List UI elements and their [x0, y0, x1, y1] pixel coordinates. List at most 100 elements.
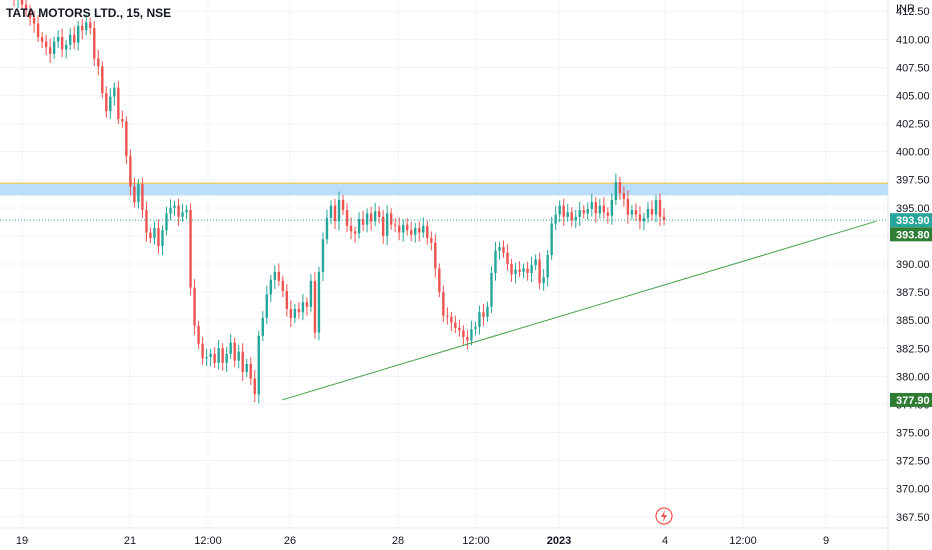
- candle-body-87: [353, 231, 357, 234]
- candle-body-89: [361, 219, 365, 225]
- candle-body-76: [309, 280, 313, 307]
- candle-body-104: [422, 225, 425, 233]
- candle-body-126: [510, 264, 513, 275]
- x-tick-9: 9: [823, 535, 829, 547]
- candle-body-113: [458, 328, 461, 331]
- candle-body-10: [44, 41, 48, 48]
- candle-body-93: [377, 211, 381, 217]
- trendline: [281, 220, 877, 401]
- y-tick-7: 385.00: [896, 315, 930, 327]
- candle-body-27: [113, 87, 116, 97]
- y-tick-17: 410.00: [896, 34, 930, 46]
- candle-body-107: [434, 242, 437, 269]
- candle-body-118: [478, 312, 481, 327]
- candle-body-133: [538, 259, 541, 284]
- candle-body-26: [109, 96, 112, 112]
- y-tick-3: 375.00: [896, 428, 930, 440]
- candle-body-115: [466, 337, 469, 341]
- candle-body-21: [89, 22, 92, 29]
- candle-body-141: [570, 212, 573, 221]
- x-tick-1: 21: [124, 535, 136, 547]
- candle-body-127: [514, 269, 517, 275]
- candle-body-28: [117, 87, 120, 120]
- candle-body-9: [40, 37, 44, 42]
- candle-body-152: [614, 181, 618, 200]
- candle-body-153: [618, 181, 622, 194]
- candle-body-35: [145, 210, 148, 233]
- candle-body-68: [277, 271, 281, 281]
- candle-body-144: [582, 210, 585, 214]
- candle-body-160: [646, 208, 650, 218]
- y-tick-15: 405.00: [896, 90, 930, 102]
- x-tick-0: 19: [16, 535, 28, 547]
- y-tick-1: 370.00: [896, 484, 930, 496]
- x-tick-6: 2023: [547, 535, 571, 547]
- candle-body-123: [498, 247, 501, 251]
- candle-body-131: [530, 265, 533, 273]
- candle-body-109: [442, 292, 445, 316]
- candle-body-103: [418, 228, 421, 233]
- candle-body-88: [357, 219, 361, 234]
- candle-body-50: [205, 357, 208, 359]
- candle-body-63: [257, 335, 260, 395]
- candle-body-129: [522, 268, 525, 272]
- candle-body-71: [289, 308, 293, 318]
- price-badge-line: [890, 227, 932, 242]
- y-tick-9: 390.00: [896, 259, 930, 271]
- candle-body-108: [438, 268, 441, 293]
- candle-body-53: [217, 348, 220, 363]
- candle-body-70: [285, 290, 289, 309]
- candle-body-48: [197, 325, 200, 344]
- candle-body-31: [129, 156, 132, 187]
- y-tick-2: 372.50: [896, 456, 930, 468]
- chart-title: TATA MOTORS LTD., 15, NSE: [6, 6, 172, 20]
- candle-body-148: [598, 205, 602, 214]
- y-tick-0: 367.50: [896, 512, 930, 524]
- candle-body-56: [229, 342, 232, 354]
- candle-body-15: [64, 44, 68, 50]
- candle-body-36: [149, 232, 152, 239]
- candle-body-155: [626, 198, 630, 215]
- y-tick-11: 395.00: [896, 203, 930, 215]
- x-tick-4: 28: [392, 535, 404, 547]
- candle-body-32: [133, 186, 136, 203]
- candle-body-72: [293, 308, 297, 318]
- candle-body-163: [658, 199, 662, 217]
- resistance-zone: [0, 183, 888, 196]
- candle-body-65: [265, 294, 268, 318]
- candle-body-19: [81, 25, 84, 31]
- candle-body-117: [474, 326, 477, 330]
- price-badge-trend: [890, 392, 932, 407]
- candle-body-83: [337, 199, 341, 222]
- candle-body-145: [586, 208, 589, 214]
- candle-body-55: [225, 353, 228, 363]
- price-badge-last: [890, 213, 932, 228]
- candle-body-52: [213, 353, 216, 363]
- candle-body-86: [349, 225, 353, 232]
- candle-body-44: [181, 212, 184, 217]
- y-tick-5: 380.00: [896, 371, 930, 383]
- currency-label: INR: [896, 3, 915, 15]
- candle-body-17: [73, 34, 76, 43]
- candle-body-24: [101, 66, 104, 94]
- candle-body-46: [189, 210, 192, 288]
- y-tick-12: 397.50: [896, 175, 930, 187]
- candle-body-23: [97, 58, 100, 67]
- candle-body-147: [594, 202, 597, 214]
- candle-body-120: [486, 306, 489, 317]
- candle-body-40: [165, 213, 168, 231]
- candle-body-132: [534, 259, 537, 266]
- candle-body-54: [221, 348, 224, 363]
- y-tick-8: 387.50: [896, 287, 930, 299]
- candle-body-121: [490, 272, 493, 307]
- y-tick-14: 402.50: [896, 119, 930, 131]
- candle-body-150: [606, 212, 610, 216]
- candle-body-64: [261, 317, 264, 336]
- candle-body-8: [36, 23, 40, 38]
- candle-body-12: [52, 41, 56, 54]
- candle-body-161: [650, 208, 654, 215]
- y-tick-16: 407.50: [896, 62, 930, 74]
- x-tick-5: 12:00: [462, 535, 490, 547]
